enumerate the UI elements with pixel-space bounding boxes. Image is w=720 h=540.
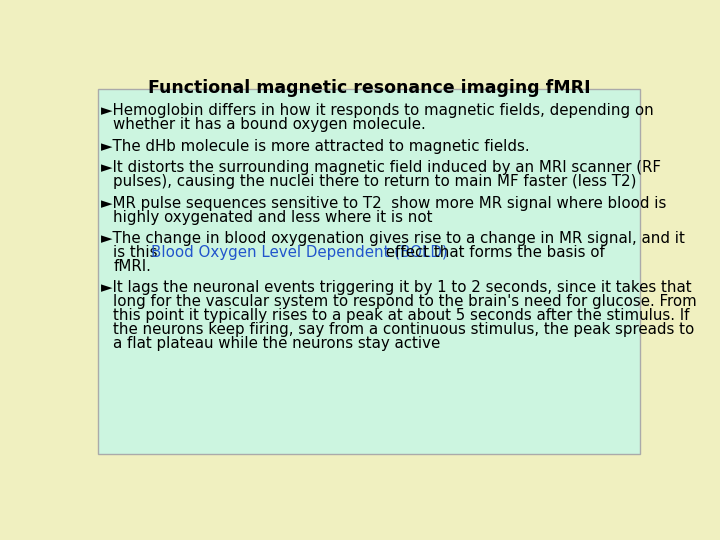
Text: ►Hemoglobin differs in how it responds to magnetic fields, depending on: ►Hemoglobin differs in how it responds t…	[101, 103, 654, 118]
Text: Functional magnetic resonance imaging fMRI: Functional magnetic resonance imaging fM…	[148, 79, 590, 97]
Text: ►MR pulse sequences sensitive to T2  show more MR signal where blood is: ►MR pulse sequences sensitive to T2 show…	[101, 195, 666, 211]
Text: ►It distorts the surrounding magnetic field induced by an MRI scanner (RF: ►It distorts the surrounding magnetic fi…	[101, 160, 661, 176]
Bar	[98, 90, 640, 454]
Text: ►The dHb molecule is more attracted to magnetic fields.: ►The dHb molecule is more attracted to m…	[101, 139, 529, 154]
Text: ►The change in blood oxygenation gives rise to a change in MR signal, and it: ►The change in blood oxygenation gives r…	[101, 231, 685, 246]
Text: is this: is this	[113, 245, 163, 260]
Text: the neurons keep firing, say from a continuous stimulus, the peak spreads to: the neurons keep firing, say from a cont…	[113, 322, 695, 337]
Text: a flat plateau while the neurons stay active: a flat plateau while the neurons stay ac…	[113, 336, 441, 351]
Text: Blood Oxygen Level Dependent (BOLD): Blood Oxygen Level Dependent (BOLD)	[151, 245, 448, 260]
Text: pulses), causing the nuclei there to return to main MF faster (less T2): pulses), causing the nuclei there to ret…	[113, 174, 636, 189]
Text: whether it has a bound oxygen molecule.: whether it has a bound oxygen molecule.	[113, 117, 426, 132]
Text: ►It lags the neuronal events triggering it by 1 to 2 seconds, since it takes tha: ►It lags the neuronal events triggering …	[101, 280, 691, 295]
Text: effect that forms the basis of: effect that forms the basis of	[382, 245, 606, 260]
Text: highly oxygenated and less where it is not: highly oxygenated and less where it is n…	[113, 210, 433, 225]
Text: this point it typically rises to a peak at about 5 seconds after the stimulus. I: this point it typically rises to a peak …	[113, 308, 690, 323]
Text: long for the vascular system to respond to the brain's need for glucose. From: long for the vascular system to respond …	[113, 294, 697, 309]
Text: fMRI.: fMRI.	[113, 259, 151, 274]
